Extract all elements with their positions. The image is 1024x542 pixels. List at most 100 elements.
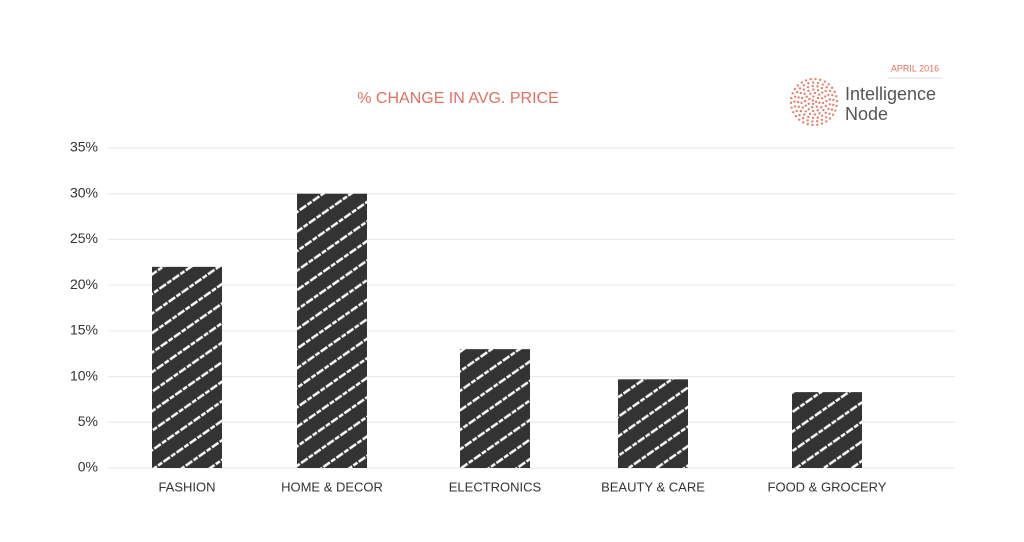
logo-dot: [814, 100, 818, 104]
logo-dot: [797, 105, 800, 109]
bar: [460, 349, 530, 468]
logo-dot: [809, 92, 812, 95]
bar: [618, 379, 688, 468]
logo-dot: [806, 85, 810, 89]
logo-dot: [803, 99, 807, 103]
logo-dot: [832, 98, 835, 102]
logo-dot: [820, 106, 823, 109]
logo-dot: [823, 80, 826, 83]
logo-dot: [818, 112, 821, 115]
logo-dot: [811, 88, 815, 91]
logo-dot: [828, 117, 832, 120]
bar: [792, 392, 862, 468]
logo-dot: [807, 115, 810, 119]
logo-dot: [814, 77, 817, 81]
logo-dot: [804, 110, 807, 113]
logo-dot: [809, 78, 812, 81]
logo-dot: [824, 104, 828, 108]
logo-dot: [824, 111, 828, 114]
logo-dot: [820, 86, 824, 90]
bar: [297, 193, 367, 468]
logo-dot: [821, 97, 824, 100]
logo-dot: [827, 107, 830, 111]
y-tick-label: 10%: [70, 367, 98, 383]
logo-dot: [790, 96, 793, 100]
logo-dot: [800, 81, 803, 84]
logo-dot: [790, 106, 793, 109]
logo-dot: [820, 118, 824, 122]
logo-dot: [806, 119, 809, 122]
x-tick-label: HOME & DECOR: [281, 479, 383, 494]
logo-dot: [804, 104, 807, 107]
logo-dot: [802, 113, 806, 116]
y-tick-label: 5%: [78, 413, 98, 429]
logo-dot: [821, 91, 824, 94]
logo-dot: [816, 96, 820, 100]
logo-dot: [831, 113, 835, 116]
logo-dot: [804, 79, 808, 82]
x-tick-label: BEAUTY & CARE: [601, 479, 705, 494]
logo-dot: [796, 84, 800, 87]
logo-dot: [807, 89, 810, 92]
logo-dot: [806, 122, 809, 126]
y-tick-label: 20%: [70, 276, 98, 292]
logo-dot: [811, 123, 814, 127]
logo-dot: [832, 103, 835, 107]
logo-dot: [830, 108, 834, 111]
logo-dot: [828, 103, 832, 106]
logo-dot: [816, 88, 820, 92]
logo-dot: [821, 83, 824, 86]
logo-dot: [815, 105, 819, 108]
logo-dot: [816, 85, 819, 88]
logo-dot: [825, 120, 828, 123]
logo-dot: [812, 81, 815, 84]
logo-dot: [835, 99, 839, 103]
logo-dot: [834, 109, 837, 112]
logo-dot: [816, 109, 819, 112]
logo-dot: [801, 106, 804, 109]
logo-dot: [795, 109, 798, 113]
logo-dot: [798, 113, 801, 117]
logo-dot: [807, 102, 811, 106]
logo-dot: [831, 94, 834, 97]
logo-dot: [811, 99, 815, 102]
logo-dot: [821, 101, 825, 105]
logo-dot: [793, 100, 796, 103]
logo-dot: [822, 109, 825, 112]
logo-dot: [794, 95, 797, 98]
logo-dot: [811, 109, 815, 113]
logo-dot: [791, 92, 794, 95]
logo-dot: [789, 101, 793, 105]
logo-dot: [800, 101, 803, 105]
y-tick-label: 25%: [70, 230, 98, 246]
logo-dot: [796, 100, 800, 104]
logo-dot: [816, 116, 819, 119]
y-tick-label: 0%: [78, 459, 98, 475]
logo-dot: [803, 92, 806, 95]
logo-dot: [794, 115, 798, 118]
y-tick-label: 35%: [70, 139, 98, 155]
logo-dot: [819, 78, 822, 82]
logo-dot: [810, 105, 814, 109]
logo-dot: [797, 96, 800, 99]
logo-dot: [828, 98, 832, 101]
logo-dot: [813, 113, 817, 116]
logo-dot: [812, 95, 815, 98]
logo-dot: [820, 122, 824, 125]
logo-dot: [793, 88, 797, 91]
logo-dot: [825, 99, 828, 103]
logo-dot: [811, 84, 814, 88]
logo-dot: [798, 118, 801, 121]
logo-dot: [825, 86, 828, 89]
logo-dot: [802, 88, 806, 91]
brand-line-2: Node: [845, 104, 888, 124]
x-tick-label: ELECTRONICS: [449, 479, 542, 494]
logo-dot: [799, 91, 802, 95]
logo-dot: [799, 109, 803, 113]
date-label: APRIL 2016: [891, 63, 939, 73]
logo-dot: [808, 97, 811, 101]
logo-dot: [792, 110, 795, 114]
logo-dot: [798, 87, 802, 90]
logo-dot: [795, 91, 799, 94]
